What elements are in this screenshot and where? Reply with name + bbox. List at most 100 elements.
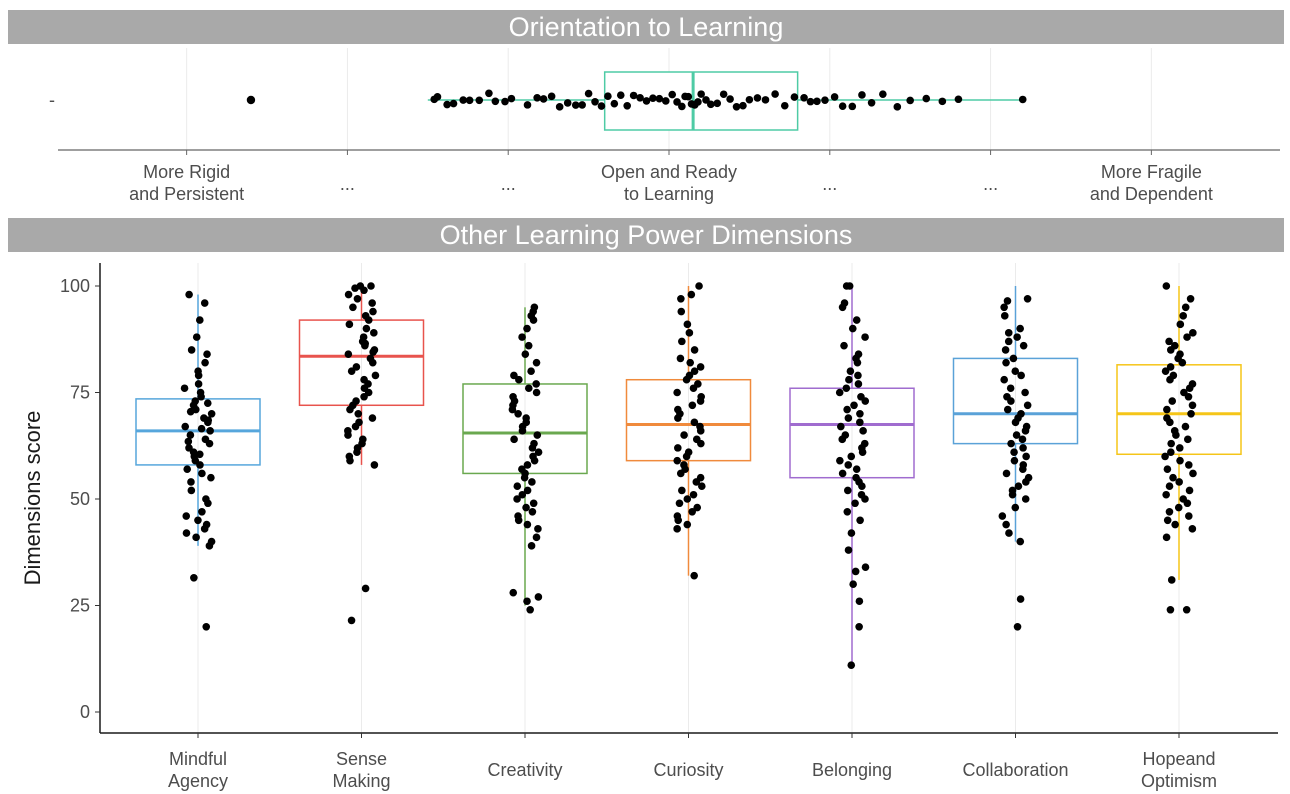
data-point (1162, 282, 1171, 290)
data-point (1186, 294, 1195, 303)
data-point (861, 495, 869, 503)
y-axis-title: Dimensions score (20, 411, 45, 586)
data-point (695, 282, 703, 290)
data-point (1002, 358, 1010, 367)
data-point (1174, 503, 1183, 512)
top-data-point (491, 97, 500, 106)
top-x-tick-label: ... (340, 174, 355, 194)
data-point (523, 324, 531, 333)
data-point (534, 448, 543, 456)
data-point (1010, 456, 1019, 465)
data-point (1166, 346, 1175, 354)
data-point (344, 431, 352, 439)
top-data-point (597, 102, 606, 110)
data-point (673, 525, 681, 533)
top-data-point (678, 102, 686, 111)
box (789, 387, 915, 479)
data-point (1169, 473, 1177, 482)
data-point (344, 350, 353, 358)
data-point (698, 482, 706, 491)
data-point (1004, 329, 1013, 337)
data-point (200, 299, 209, 307)
data-point (351, 422, 360, 431)
data-point (369, 348, 377, 356)
data-point (1019, 341, 1028, 350)
data-point (673, 456, 682, 465)
data-point (689, 384, 698, 393)
top-x-tick-label: and Persistent (129, 184, 244, 204)
data-point (368, 414, 377, 422)
data-point (346, 456, 354, 465)
top-data-point (684, 92, 693, 101)
data-point (686, 358, 695, 367)
data-point (530, 456, 539, 465)
x-tick-label: Creativity (487, 760, 562, 780)
data-point (1176, 320, 1185, 329)
data-point (192, 533, 200, 542)
data-point (1189, 469, 1197, 478)
data-point (1000, 375, 1008, 384)
data-point (1003, 297, 1012, 305)
data-point (844, 546, 853, 554)
data-point (1184, 435, 1192, 444)
top-data-point (694, 98, 702, 106)
top-data-point (584, 89, 593, 98)
top-data-point (848, 102, 857, 111)
top-y-tick-label: - (49, 90, 55, 110)
top-data-point (800, 93, 808, 102)
data-point (508, 405, 517, 414)
data-point (1013, 333, 1021, 341)
data-point (344, 290, 353, 299)
data-point (856, 418, 864, 427)
data-point (696, 427, 705, 435)
data-point (198, 507, 206, 516)
data-point (1162, 490, 1170, 499)
data-point (1188, 525, 1197, 533)
x-tick-label: Optimism (1141, 771, 1217, 791)
data-point (1007, 397, 1015, 405)
data-point (855, 597, 864, 606)
data-point (861, 397, 870, 405)
top-data-point (806, 97, 815, 106)
y-tick-label: 25 (70, 596, 90, 616)
data-point (354, 410, 363, 418)
panel-title-dimensions: Other Learning Power Dimensions (8, 218, 1284, 252)
data-point (1181, 422, 1190, 431)
data-point (515, 375, 523, 384)
data-point (677, 307, 686, 316)
data-point (1163, 516, 1172, 525)
top-data-point (443, 100, 451, 109)
data-point (196, 461, 204, 469)
data-point (842, 384, 851, 393)
top-data-point (739, 101, 747, 110)
data-point (1000, 303, 1008, 312)
data-point (524, 341, 533, 350)
data-point (518, 333, 526, 341)
top-x-tick-label: to Learning (624, 184, 714, 204)
data-point (1017, 371, 1025, 380)
data-point (846, 367, 855, 376)
data-point (690, 418, 699, 427)
data-point (1002, 469, 1011, 478)
data-point (367, 282, 375, 290)
data-point (1014, 482, 1023, 491)
data-point (1166, 375, 1174, 384)
top-data-point (732, 102, 741, 111)
data-point (206, 427, 214, 435)
data-point (518, 490, 527, 499)
data-point (1163, 465, 1172, 473)
data-point (1185, 384, 1194, 393)
top-data-point (813, 97, 821, 106)
outlier-point (526, 605, 534, 614)
data-point (1179, 312, 1188, 320)
top-data-point (954, 95, 963, 104)
top-x-tick-label: ... (501, 174, 516, 194)
top-data-point (668, 90, 677, 99)
data-point (1003, 405, 1012, 414)
top-data-point (563, 99, 572, 107)
data-point (1002, 520, 1010, 529)
top-data-point (610, 99, 619, 108)
data-point (364, 316, 373, 324)
outlier-point (190, 574, 198, 582)
top-data-point (449, 99, 458, 108)
